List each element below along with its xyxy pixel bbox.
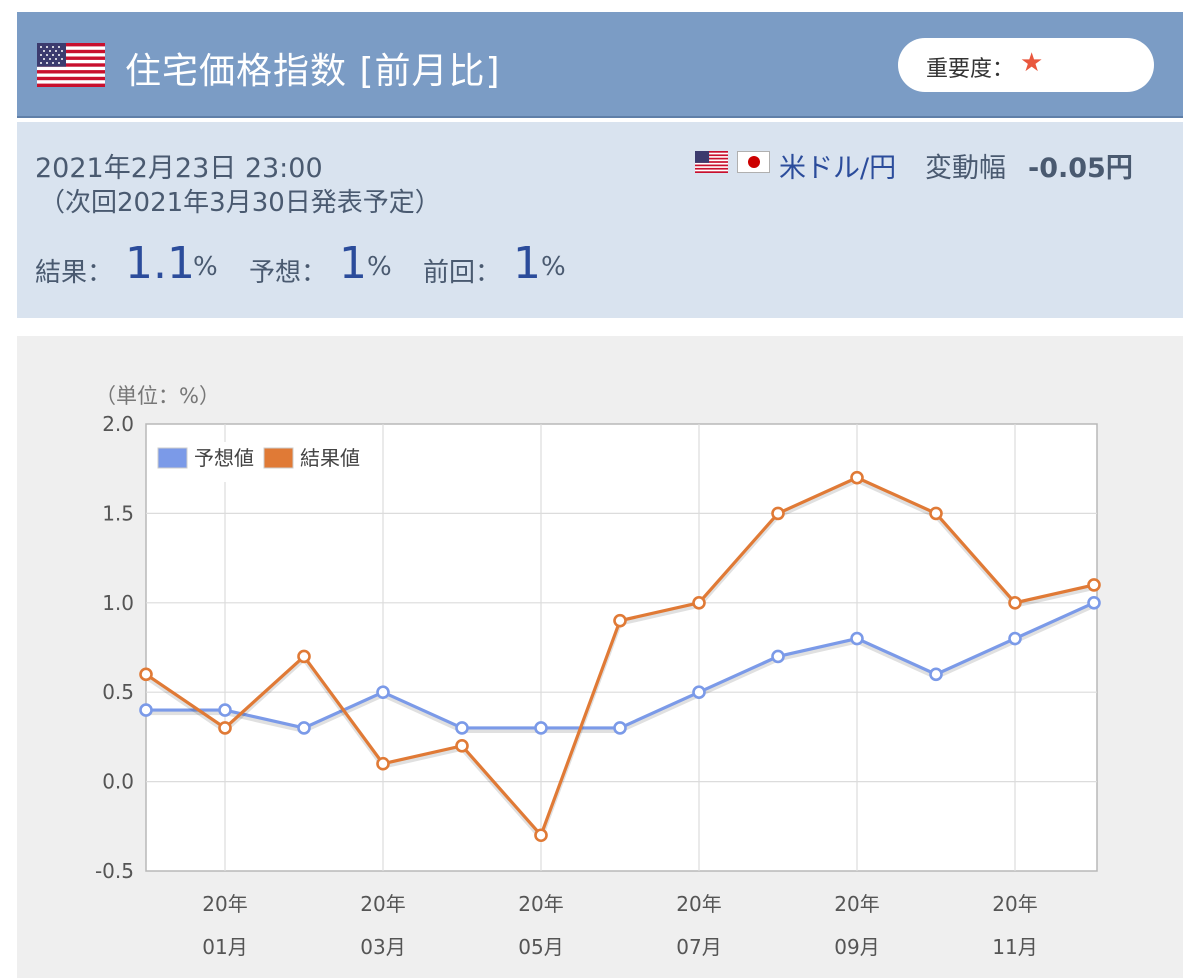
- star-icon: ★: [1020, 48, 1044, 78]
- data-point: [455, 721, 469, 735]
- data-point: [692, 595, 706, 610]
- data-point: [534, 721, 548, 735]
- x-tick-label: 01月: [202, 935, 247, 959]
- y-tick-label: 1.0: [102, 591, 134, 615]
- legend-box: [157, 442, 367, 482]
- importance-badge: 重要度： ★: [898, 38, 1154, 92]
- result-value: 1.1: [125, 238, 195, 289]
- data-point: [1087, 578, 1101, 592]
- data-point: [613, 613, 627, 628]
- x-tick-label: 20年: [834, 892, 879, 916]
- range-value: -0.05円: [1028, 153, 1133, 184]
- importance-label: 重要度：: [926, 57, 1015, 82]
- data-point: [455, 739, 469, 753]
- page-title: 住宅価格指数 [前月比]: [125, 51, 501, 92]
- release-datetime: 2021年2月23日 23:00: [35, 153, 323, 184]
- x-tick-label: 03月: [360, 935, 405, 959]
- range-label: 変動幅: [925, 153, 1006, 184]
- data-point: [297, 721, 311, 735]
- data-point: [139, 667, 153, 682]
- previous-label: 前回：: [423, 258, 502, 288]
- data-point: [218, 721, 232, 735]
- forecast-unit: %: [367, 252, 392, 282]
- x-tick-label: 20年: [992, 892, 1037, 916]
- x-tick-label: 11月: [992, 935, 1037, 959]
- forecast-label: 予想：: [249, 258, 328, 288]
- x-tick-label: 09月: [834, 935, 879, 959]
- next-release: （次回2021年3月30日発表予定）: [39, 188, 441, 218]
- x-tick-label: 20年: [202, 892, 247, 916]
- x-tick-label: 20年: [518, 892, 563, 916]
- result-unit: %: [193, 252, 218, 282]
- x-tick-label: 20年: [676, 892, 721, 916]
- release-info-panel: 2021年2月23日 23:00 （次回2021年3月30日発表予定） 米ドル/…: [17, 122, 1183, 318]
- y-tick-label: 0.0: [102, 770, 134, 794]
- indicator-header: 住宅価格指数 [前月比] 重要度： ★: [17, 12, 1183, 118]
- data-point: [850, 631, 864, 646]
- data-point: [929, 506, 943, 521]
- data-point: [771, 506, 785, 521]
- y-unit-label: （単位：%）: [95, 384, 220, 408]
- legend-label: 結果値: [300, 446, 360, 470]
- data-point: [376, 756, 390, 771]
- legend-label: 予想値: [194, 446, 254, 470]
- previous-value: 1: [513, 238, 541, 289]
- us-flag-icon: [695, 151, 728, 173]
- data-point: [1008, 631, 1022, 646]
- data-point: [139, 703, 153, 717]
- data-point: [1087, 595, 1101, 610]
- y-tick-label: -0.5: [95, 859, 134, 883]
- data-point: [692, 685, 706, 700]
- legend-swatch: [263, 447, 294, 469]
- plot-area: [145, 423, 1098, 872]
- forecast-value: 1: [339, 238, 367, 289]
- y-tick-label: 0.5: [102, 680, 134, 704]
- data-point: [850, 470, 864, 485]
- line-chart: 2.0 1.5 1.0 0.5 0.0 -0.5 20年 01月 20年 03月 20年 05月 20年…: [95, 384, 1101, 959]
- jp-flag-icon: [737, 151, 770, 173]
- x-tick-label: 05月: [518, 935, 563, 959]
- data-point: [771, 649, 785, 664]
- data-point: [1008, 595, 1022, 610]
- result-label: 結果：: [35, 258, 114, 288]
- currency-pair-link[interactable]: 米ドル/円: [779, 153, 897, 184]
- legend: 予想値 結果値: [157, 442, 367, 482]
- x-tick-label: 07月: [676, 935, 721, 959]
- us-flag-icon: [37, 43, 105, 87]
- data-point: [534, 828, 548, 843]
- y-tick-label: 2.0: [102, 412, 134, 436]
- legend-swatch: [157, 447, 188, 469]
- y-tick-label: 1.5: [102, 501, 134, 525]
- previous-unit: %: [541, 252, 566, 282]
- x-tick-label: 20年: [360, 892, 405, 916]
- data-point: [929, 667, 943, 682]
- data-point: [613, 721, 627, 735]
- data-point: [376, 685, 390, 700]
- data-point: [218, 703, 232, 717]
- chart-panel: 2.0 1.5 1.0 0.5 0.0 -0.5 20年 01月 20年 03月 20年 05月 20年…: [17, 336, 1183, 978]
- data-point: [297, 649, 311, 664]
